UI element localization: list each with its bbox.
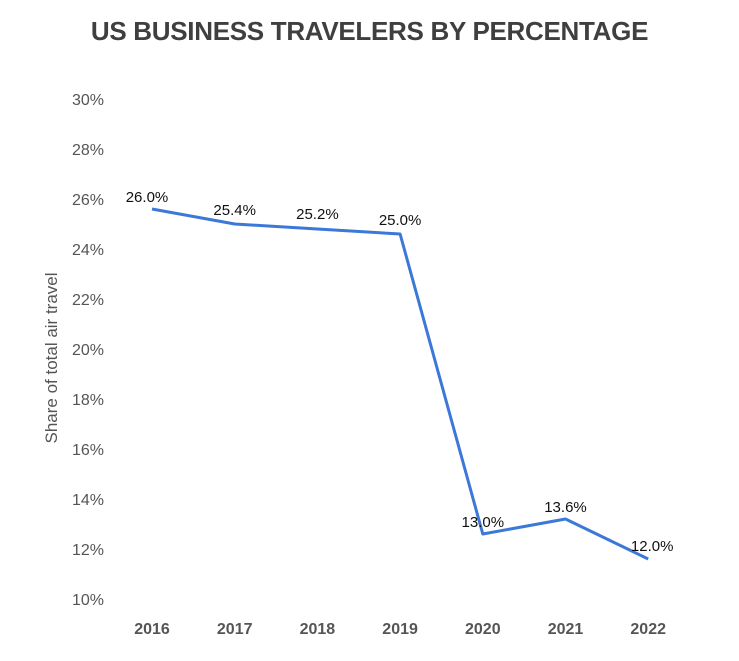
y-tick-label: 10% — [72, 592, 104, 609]
x-tick-label: 2021 — [548, 621, 584, 638]
series-line — [151, 207, 649, 561]
y-tick-label: 22% — [72, 292, 104, 309]
y-tick-label: 18% — [72, 392, 104, 409]
y-tick-label: 14% — [72, 492, 104, 509]
series-line-group — [151, 207, 649, 561]
x-tick-label: 2018 — [300, 621, 336, 638]
data-label: 13.0% — [462, 514, 505, 531]
x-tick-label: 2020 — [465, 621, 501, 638]
data-labels: 26.0% 25.4% 25.2% 25.0% 13.0% 13.6% 12.0% — [126, 189, 674, 555]
x-tick-label: 2022 — [630, 621, 666, 638]
y-tick-label: 28% — [72, 142, 104, 159]
y-axis-ticks: 10% 12% 14% 16% 18% 20% 22% 24% 26% 28% 30% — [72, 92, 104, 609]
y-tick-label: 26% — [72, 192, 104, 209]
x-axis-ticks: 2016 2017 2018 2019 2020 2021 2022 — [134, 621, 666, 638]
data-label: 13.6% — [544, 499, 587, 516]
data-label: 25.2% — [296, 206, 339, 223]
chart-title: US BUSINESS TRAVELERS BY PERCENTAGE — [90, 16, 649, 46]
y-tick-label: 24% — [72, 242, 104, 259]
data-label: 26.0% — [126, 189, 169, 206]
y-tick-label: 16% — [72, 442, 104, 459]
data-label: 25.0% — [379, 212, 422, 229]
y-tick-label: 20% — [72, 342, 104, 359]
y-tick-label: 30% — [72, 92, 104, 109]
data-label: 25.4% — [213, 202, 256, 219]
x-tick-label: 2019 — [382, 621, 418, 638]
data-label: 12.0% — [631, 538, 674, 555]
x-tick-label: 2017 — [217, 621, 253, 638]
x-tick-label: 2016 — [134, 621, 170, 638]
y-tick-label: 12% — [72, 542, 104, 559]
